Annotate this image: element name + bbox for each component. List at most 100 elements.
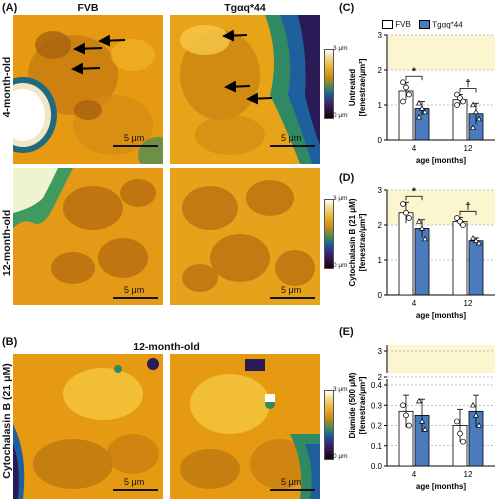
point-0-0-2 <box>406 422 412 429</box>
y-tick-label-0: 0 <box>378 136 383 145</box>
legend-label-tg: Tgαq*44 <box>432 20 463 30</box>
column-label-fvb: FVB <box>77 2 99 14</box>
legend: FVB Tgαq*44 <box>382 20 463 30</box>
point-0-0-0 <box>400 402 406 409</box>
micrograph-fvb-12m <box>13 168 163 305</box>
panel-label-e: (E) <box>339 326 354 338</box>
point-1-1-2 <box>476 422 482 428</box>
point-1-1-2 <box>476 115 482 122</box>
arrow-4 <box>222 29 248 42</box>
y-tick-label-lower-4: 0.4 <box>371 381 383 390</box>
point-1-0-2 <box>422 426 428 432</box>
micrograph-tg-12m <box>170 168 320 305</box>
colorbar-b <box>324 390 334 460</box>
chart-e: 2 3 0.0 0.1 0.2 0.3 0.4 4 12 age [months] Diamide … <box>345 340 500 504</box>
point-1-0-2 <box>422 235 428 242</box>
scale-bar-4 <box>270 297 315 299</box>
scale-label-2: 5 μm <box>281 133 302 143</box>
x-tick-label-0: 4 <box>412 299 417 308</box>
arrow-3 <box>71 62 101 75</box>
point-0-1-0 <box>454 215 460 221</box>
scale-label-1: 5 μm <box>124 133 145 143</box>
point-1-0-0 <box>416 397 422 404</box>
point-0-1-2 <box>460 438 466 445</box>
arrow-overlay <box>71 29 273 105</box>
afm-image-fvb-12m <box>13 168 163 305</box>
point-0-0-0 <box>400 201 406 207</box>
y-tick-label-lower-0: 0.0 <box>371 462 383 471</box>
point-0-0-1 <box>403 84 409 91</box>
colorbar-b-top: 3 μm <box>333 386 348 393</box>
sig-bracket-1 <box>459 210 477 216</box>
scale-label-6: 5 μm <box>281 477 302 487</box>
point-0-0-0 <box>400 79 406 86</box>
arrow-2 <box>98 34 126 47</box>
scale-label-5: 5 μm <box>124 477 145 487</box>
point-1-1-1 <box>473 108 479 115</box>
scale-label-4: 5 μm <box>281 285 302 295</box>
afm-image-fvb-cytochalasin <box>13 354 163 499</box>
arrow-1 <box>73 42 103 55</box>
x-tick-label-1: 12 <box>464 144 473 153</box>
y-tick-label-2: 2 <box>378 66 383 75</box>
point-1-0-3 <box>416 113 422 120</box>
bar-0-1 <box>452 221 468 296</box>
colorbar-b-bottom: 0 μm <box>333 453 348 460</box>
x-tick-label-1: 12 <box>464 299 473 308</box>
y-axis-label-line-1: [fenestrae/μm²] <box>358 58 367 116</box>
legend-swatch-fvb <box>382 20 393 30</box>
point-1-1-2 <box>476 239 482 246</box>
point-1-0-0 <box>416 99 422 106</box>
colorbar-a1 <box>324 49 334 119</box>
y-tick-label-2: 2 <box>378 221 383 230</box>
y-axis-label-line-0: Cytochalasin B (21 μM) <box>348 198 357 286</box>
y-tick-label-upper-0: 2 <box>378 373 383 382</box>
y-tick-label-1: 1 <box>378 101 383 110</box>
scale-bar-2 <box>270 145 315 147</box>
point-0-0-3 <box>400 98 406 105</box>
sig-marker-0: * <box>412 66 416 77</box>
panel-label-b: (B) <box>2 336 18 348</box>
y-axis-label-line-1: [fenestrae/μm²] <box>358 213 367 271</box>
micrograph-tg-cytochalasin <box>170 354 320 499</box>
y-axis-label-line-0: Untreated <box>348 69 357 106</box>
point-1-0-1 <box>419 105 425 111</box>
point-0-1-1 <box>457 430 463 437</box>
bar-0-0 <box>398 212 414 296</box>
micrograph-fvb-4m <box>13 15 163 164</box>
x-axis-label: age [months] <box>416 482 467 491</box>
point-1-0-1 <box>419 418 425 424</box>
y-tick-label-0: 0 <box>378 291 383 300</box>
x-tick-label-0: 4 <box>412 144 417 153</box>
x-tick-label-0: 4 <box>412 470 417 479</box>
y-tick-label-lower-3: 0.3 <box>371 401 383 410</box>
scale-bar-6 <box>270 489 315 491</box>
sig-bracket-0 <box>405 195 423 201</box>
sig-bracket-0 <box>405 75 423 81</box>
shade-upper <box>387 345 495 373</box>
point-0-1-0 <box>454 418 460 425</box>
point-0-1-0 <box>454 91 460 98</box>
colorbar-a2 <box>324 199 334 269</box>
colorbar-a1-top: 3 μm <box>333 45 348 52</box>
micrograph-fvb-cytochalasin <box>13 354 163 499</box>
afm-image-tg-4m <box>170 15 320 164</box>
colorbar-a1-bottom: 0 μm <box>333 112 348 119</box>
arrow-5 <box>224 80 251 93</box>
y-axis-label-line-1: [fenestrae/μm²] <box>358 376 367 434</box>
point-1-0-0 <box>416 218 422 224</box>
point-1-1-1 <box>473 237 479 243</box>
point-0-1-2 <box>460 98 466 105</box>
y-tick-label-3: 3 <box>378 31 383 40</box>
point-1-1-0 <box>470 234 476 241</box>
scale-bar-5 <box>113 489 158 491</box>
point-0-0-1 <box>403 412 409 419</box>
scale-bar-3 <box>113 297 158 299</box>
bar-1-1 <box>468 240 484 296</box>
y-tick-label-1: 1 <box>378 256 383 265</box>
bar-1-0 <box>414 228 430 296</box>
y-tick-label-lower-1: 0.1 <box>371 442 383 451</box>
point-0-0-2 <box>406 215 412 221</box>
point-1-1-0 <box>470 101 476 108</box>
scale-label-3: 5 μm <box>124 285 145 295</box>
